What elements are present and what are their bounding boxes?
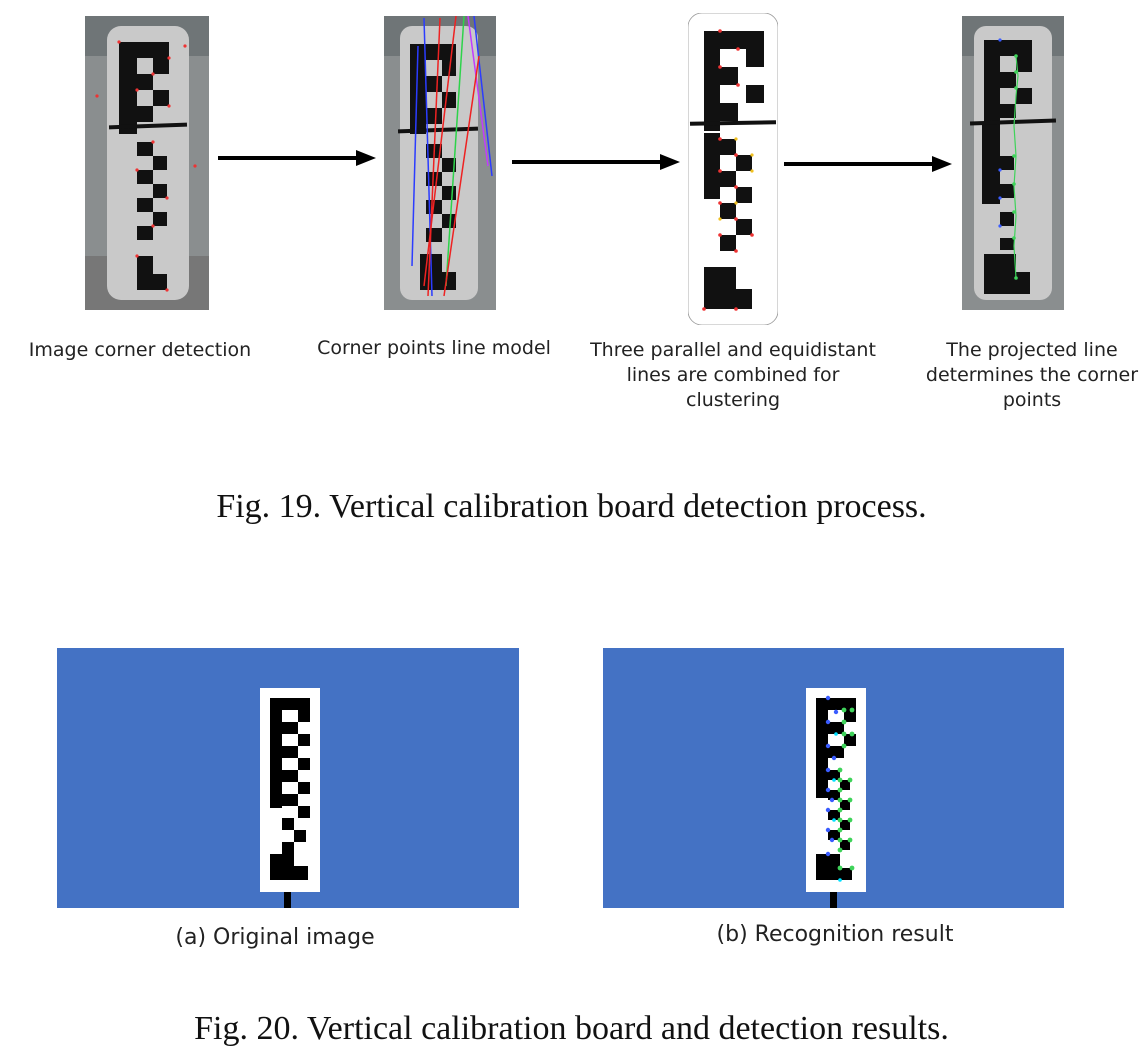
photo-line-model <box>384 16 496 310</box>
photo-corner-detection <box>85 16 209 310</box>
step-label-clustering: Three parallel and equidistant lines are… <box>590 339 876 411</box>
arrow-right-icon <box>784 156 952 172</box>
arrow-right-icon <box>512 154 680 170</box>
panel-recognition-result <box>603 648 1064 908</box>
step-label-projected-line: The projected line determines the corner… <box>925 339 1139 411</box>
photo-clustering <box>688 13 778 325</box>
step-label-corner-detection: Image corner detection <box>28 339 252 361</box>
arrow-right-icon <box>218 150 376 166</box>
step-label-line-model: Corner points line model <box>317 337 551 359</box>
photo-projected-line <box>962 16 1064 310</box>
panel-a-label: (a) Original image <box>175 925 375 950</box>
panel-original-image <box>57 648 519 908</box>
figure-19-caption: Fig. 19. Vertical calibration board dete… <box>216 488 927 525</box>
figure-20-caption: Fig. 20. Vertical calibration board and … <box>194 1010 949 1047</box>
panel-b-label: (b) Recognition result <box>716 922 954 947</box>
